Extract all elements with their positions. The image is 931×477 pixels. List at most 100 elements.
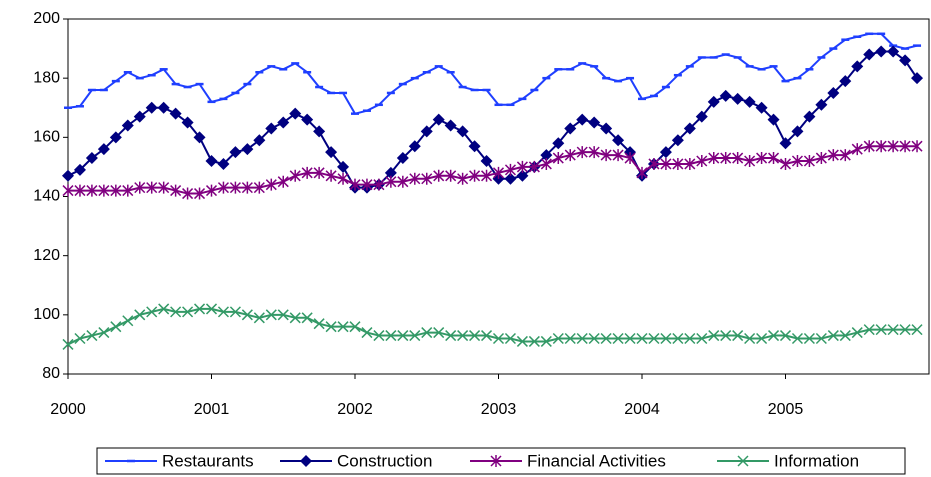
marker [636, 166, 648, 179]
marker [229, 181, 241, 194]
marker [217, 181, 229, 194]
marker [409, 330, 421, 342]
marker [732, 330, 744, 342]
marker [839, 75, 852, 88]
marker [756, 152, 768, 165]
marker [492, 332, 505, 345]
marker [492, 166, 505, 179]
marker [659, 146, 672, 159]
marker [576, 113, 589, 126]
marker [755, 101, 768, 114]
marker [648, 157, 660, 170]
marker [445, 169, 457, 182]
marker [194, 303, 206, 315]
marker [301, 166, 313, 179]
marker [803, 110, 816, 123]
marker [708, 330, 720, 342]
marker [887, 140, 899, 153]
marker [289, 107, 302, 120]
marker [205, 155, 218, 167]
y-tick-label: 180 [33, 69, 60, 86]
marker [182, 187, 194, 200]
marker [731, 92, 744, 105]
marker [779, 330, 792, 342]
marker [540, 149, 553, 162]
marker [313, 318, 325, 330]
marker [397, 175, 409, 188]
marker [433, 169, 445, 182]
marker [827, 86, 840, 99]
marker [169, 107, 182, 120]
marker [325, 146, 338, 159]
marker [899, 324, 911, 336]
marker [444, 119, 457, 132]
marker [133, 110, 146, 123]
y-tick-label: 140 [33, 188, 60, 205]
marker [815, 152, 827, 165]
marker [851, 60, 864, 73]
marker [253, 312, 265, 324]
marker [313, 125, 326, 138]
marker [768, 330, 780, 342]
marker [109, 131, 122, 144]
marker [863, 324, 875, 336]
marker [86, 330, 98, 342]
marker [600, 122, 613, 135]
marker [86, 184, 98, 197]
marker [552, 137, 565, 150]
marker [241, 181, 253, 194]
marker [636, 332, 648, 345]
marker [157, 101, 170, 114]
marker [851, 327, 863, 339]
legend-label: Information [774, 451, 859, 470]
marker [121, 119, 134, 132]
marker [803, 332, 815, 345]
legend-label: Construction [337, 451, 432, 470]
marker [875, 140, 887, 153]
marker [122, 184, 134, 197]
marker [660, 332, 672, 345]
marker [217, 306, 229, 318]
marker [170, 306, 182, 318]
marker [229, 306, 241, 318]
marker [145, 101, 158, 114]
marker [158, 181, 170, 194]
marker [396, 152, 409, 165]
marker [863, 48, 876, 61]
marker [516, 335, 528, 347]
marker [791, 155, 803, 167]
marker [409, 172, 421, 185]
marker [98, 184, 110, 197]
marker [779, 157, 792, 170]
marker [325, 321, 337, 333]
marker [720, 330, 732, 342]
marker [600, 332, 612, 345]
marker [540, 335, 552, 347]
marker [684, 332, 696, 345]
marker [528, 160, 540, 173]
marker [74, 184, 86, 197]
marker [732, 152, 744, 165]
y-tick-label: 160 [33, 129, 60, 146]
marker [361, 327, 373, 339]
marker [205, 303, 218, 315]
marker [373, 330, 385, 342]
marker [337, 321, 349, 333]
marker [253, 181, 265, 194]
marker [863, 140, 875, 153]
marker [134, 181, 146, 194]
marker [911, 72, 924, 85]
marker [600, 149, 612, 162]
marker [97, 143, 110, 156]
marker [707, 95, 720, 108]
marker [564, 332, 576, 345]
marker [469, 330, 481, 342]
marker [349, 178, 361, 191]
marker [743, 95, 756, 108]
marker [875, 324, 887, 336]
legend-label: Financial Activities [527, 451, 666, 470]
y-tick-label: 200 [33, 10, 60, 27]
marker [385, 330, 397, 342]
marker [62, 338, 74, 350]
